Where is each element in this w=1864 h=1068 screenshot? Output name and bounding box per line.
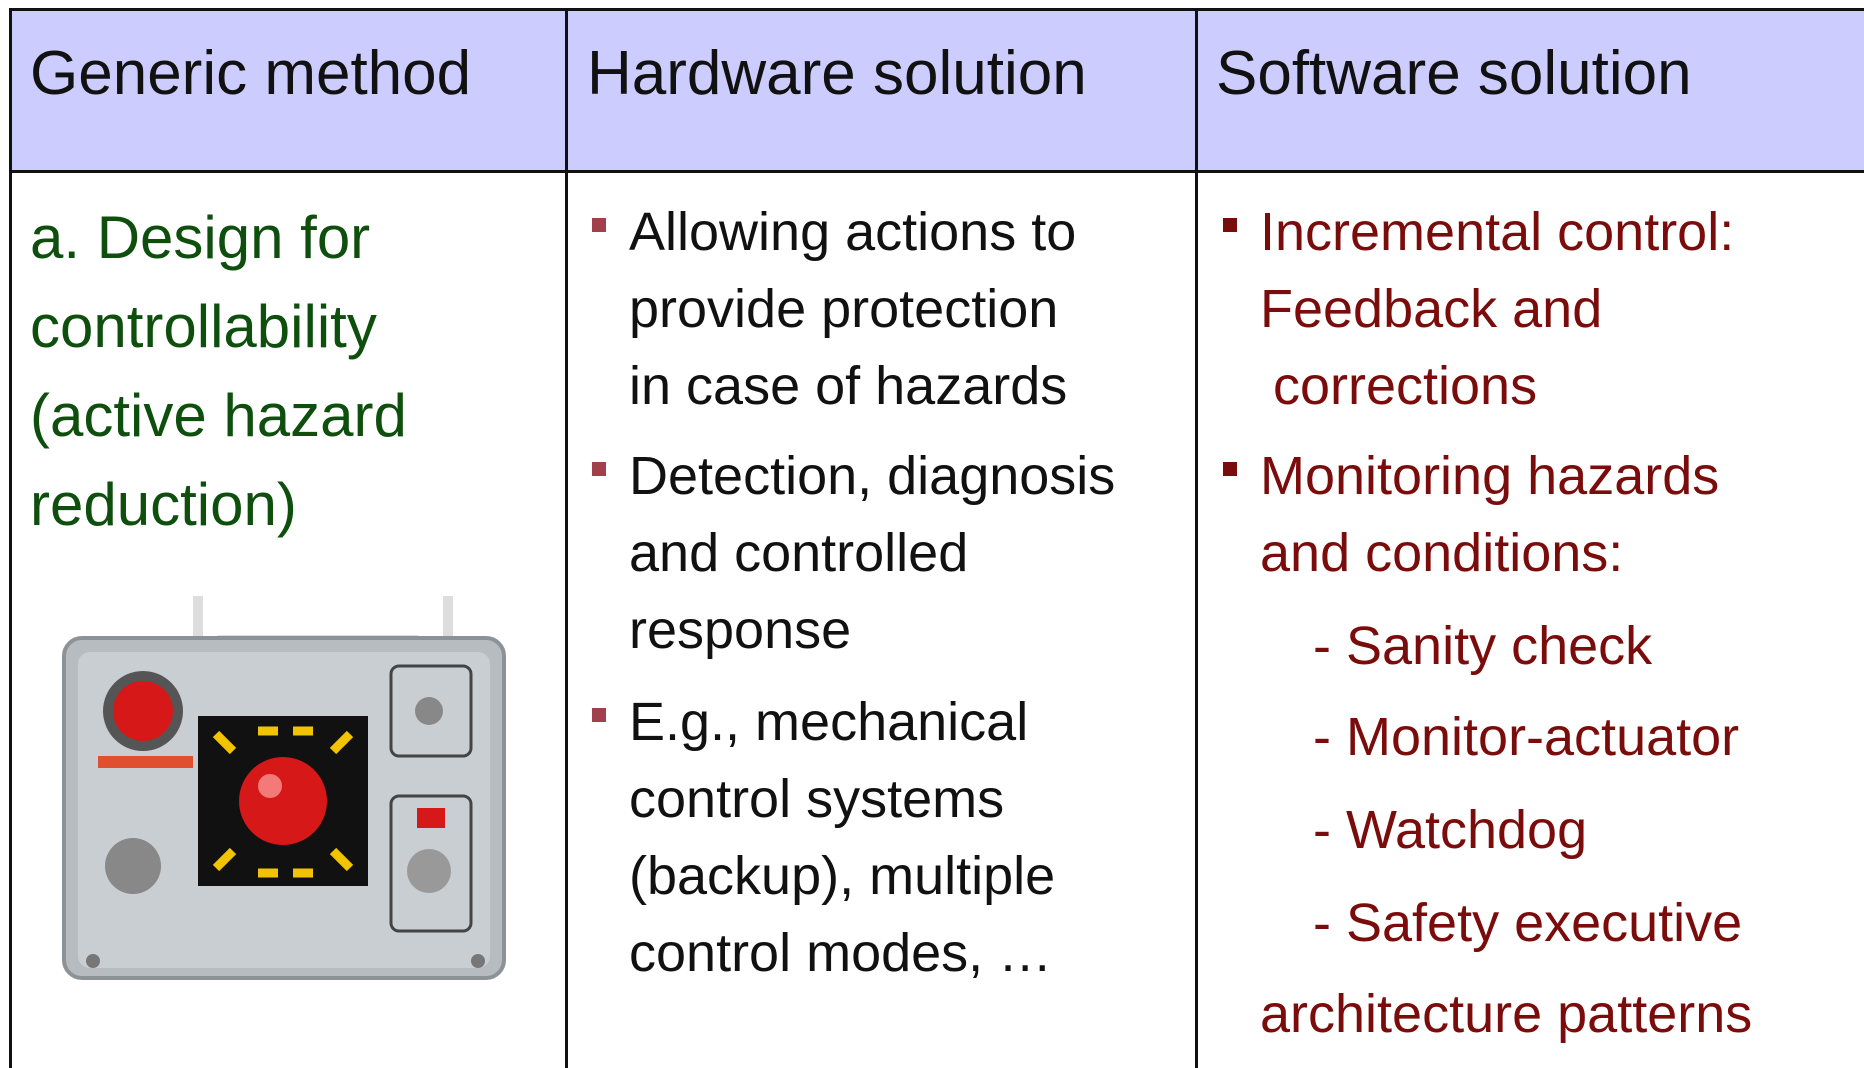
software-item: Monitoring hazards — [1260, 446, 1720, 506]
hardware-item: Detection, diagnosis — [629, 446, 1116, 506]
hardware-item: control systems — [629, 769, 1005, 829]
software-item: corrections — [1273, 356, 1538, 416]
column-header: Hardware solution — [587, 39, 1087, 108]
bullet — [592, 462, 606, 476]
header-background — [12, 10, 1864, 170]
hardware-item: (backup), multiple — [629, 846, 1056, 906]
method-text: a. Design for — [30, 204, 371, 271]
software-item: and conditions: — [1260, 523, 1624, 583]
method-text: (active hazard — [30, 382, 407, 449]
software-item: Incremental control: — [1260, 202, 1735, 262]
bullet — [1223, 218, 1237, 232]
software-subitem: - Sanity check — [1313, 616, 1653, 676]
method-text: controllability — [30, 293, 377, 360]
bullet — [592, 708, 606, 722]
column-header: Software solution — [1216, 39, 1692, 108]
method-text: reduction) — [30, 471, 297, 538]
border — [565, 8, 568, 1068]
control-box-image — [48, 586, 542, 1000]
software-subitem: - Monitor-actuator — [1313, 707, 1740, 767]
border — [10, 170, 1864, 173]
hardware-item: response — [629, 600, 852, 660]
column-header: Generic method — [30, 39, 472, 108]
bullet — [1223, 462, 1237, 476]
hardware-item: in case of hazards — [629, 356, 1068, 416]
hardware-item: E.g., mechanical — [629, 692, 1029, 752]
bullet — [592, 218, 606, 232]
border — [9, 8, 12, 1068]
software-item: Feedback and — [1260, 279, 1603, 339]
software-subitem: - Safety executive — [1313, 893, 1743, 953]
hardware-item: control modes, … — [629, 923, 1053, 983]
hardware-item: provide protection — [629, 279, 1059, 339]
border — [1195, 8, 1198, 1068]
software-subitem: - Watchdog — [1313, 800, 1588, 860]
software-item: architecture patterns — [1260, 984, 1753, 1044]
hardware-item: Allowing actions to — [629, 202, 1077, 262]
hardware-item: and controlled — [629, 523, 969, 583]
border — [10, 8, 1864, 11]
